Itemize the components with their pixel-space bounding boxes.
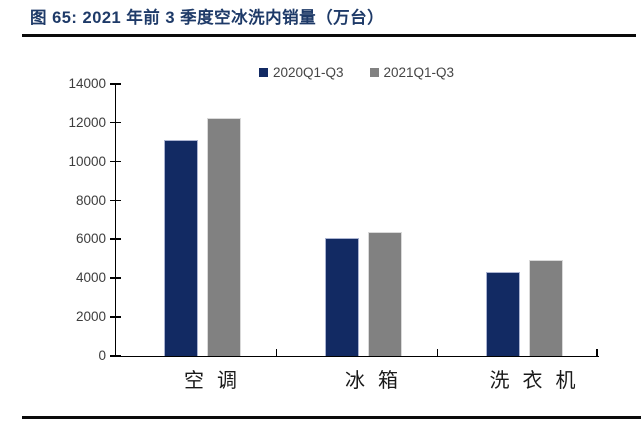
y-axis-tick-mark <box>110 316 121 318</box>
bar-group <box>283 84 444 356</box>
y-axis-tick-label: 14000 <box>68 76 106 91</box>
bar-2020Q1-Q3-空调 <box>164 140 198 356</box>
y-axis-tick-label: 6000 <box>75 231 106 247</box>
bar-group <box>122 84 283 356</box>
y-axis-tick-mark <box>110 355 121 357</box>
legend-item: 2021Q1-Q3 <box>369 64 455 80</box>
x-axis-tick-mark <box>275 349 277 356</box>
legend-swatch-icon <box>258 67 268 77</box>
plot-area <box>110 83 599 357</box>
y-axis-tick-label: 4000 <box>75 270 106 286</box>
bar-2020Q1-Q3-洗衣机 <box>486 271 520 356</box>
y-axis-tick-label: 2000 <box>75 309 106 325</box>
x-axis-label: 洗衣机 <box>489 370 589 392</box>
x-axis-label: 空调 <box>184 370 250 392</box>
bar-2021Q1-Q3-空调 <box>207 118 241 356</box>
x-axis-labels: 空调 冰箱 洗衣机 <box>115 364 598 393</box>
x-axis-tick-mark <box>436 349 438 356</box>
legend-label: 2021Q1-Q3 <box>383 64 455 80</box>
bottom-rule <box>22 416 641 419</box>
bar-groups <box>116 84 599 356</box>
bar-group <box>444 84 605 356</box>
figure-title: 图 65: 2021 年前 3 季度空冰洗内销量（万台） <box>30 9 385 27</box>
top-rule <box>22 34 636 37</box>
x-axis-label: 冰箱 <box>345 370 411 392</box>
legend-swatch-icon <box>369 67 379 77</box>
y-axis-tick-mark <box>110 238 121 240</box>
bar-2021Q1-Q3-冰箱 <box>368 231 402 356</box>
y-axis-tick-mark <box>110 277 121 279</box>
y-axis-tick-mark <box>110 199 121 202</box>
y-axis-tick-label: 8000 <box>75 192 106 208</box>
y-axis-tick-label: 12000 <box>68 114 106 130</box>
y-axis-tick-mark <box>110 83 121 85</box>
legend-label: 2020Q1-Q3 <box>272 64 344 80</box>
y-axis-tick-label: 0 <box>98 348 106 363</box>
bar-2020Q1-Q3-冰箱 <box>325 238 359 356</box>
y-axis-tick-mark <box>110 160 121 163</box>
y-axis-tick-label: 10000 <box>68 153 106 169</box>
y-axis-tick-labels: 0 2000 4000 6000 8000 10000 12000 14000 <box>28 76 106 363</box>
y-axis-tick-mark <box>110 121 121 124</box>
bar-2021Q1-Q3-洗衣机 <box>529 259 563 356</box>
chart-legend: 2020Q1-Q3 2021Q1-Q3 <box>115 63 598 81</box>
x-axis-tick-mark <box>596 349 598 356</box>
legend-item: 2020Q1-Q3 <box>258 64 344 80</box>
